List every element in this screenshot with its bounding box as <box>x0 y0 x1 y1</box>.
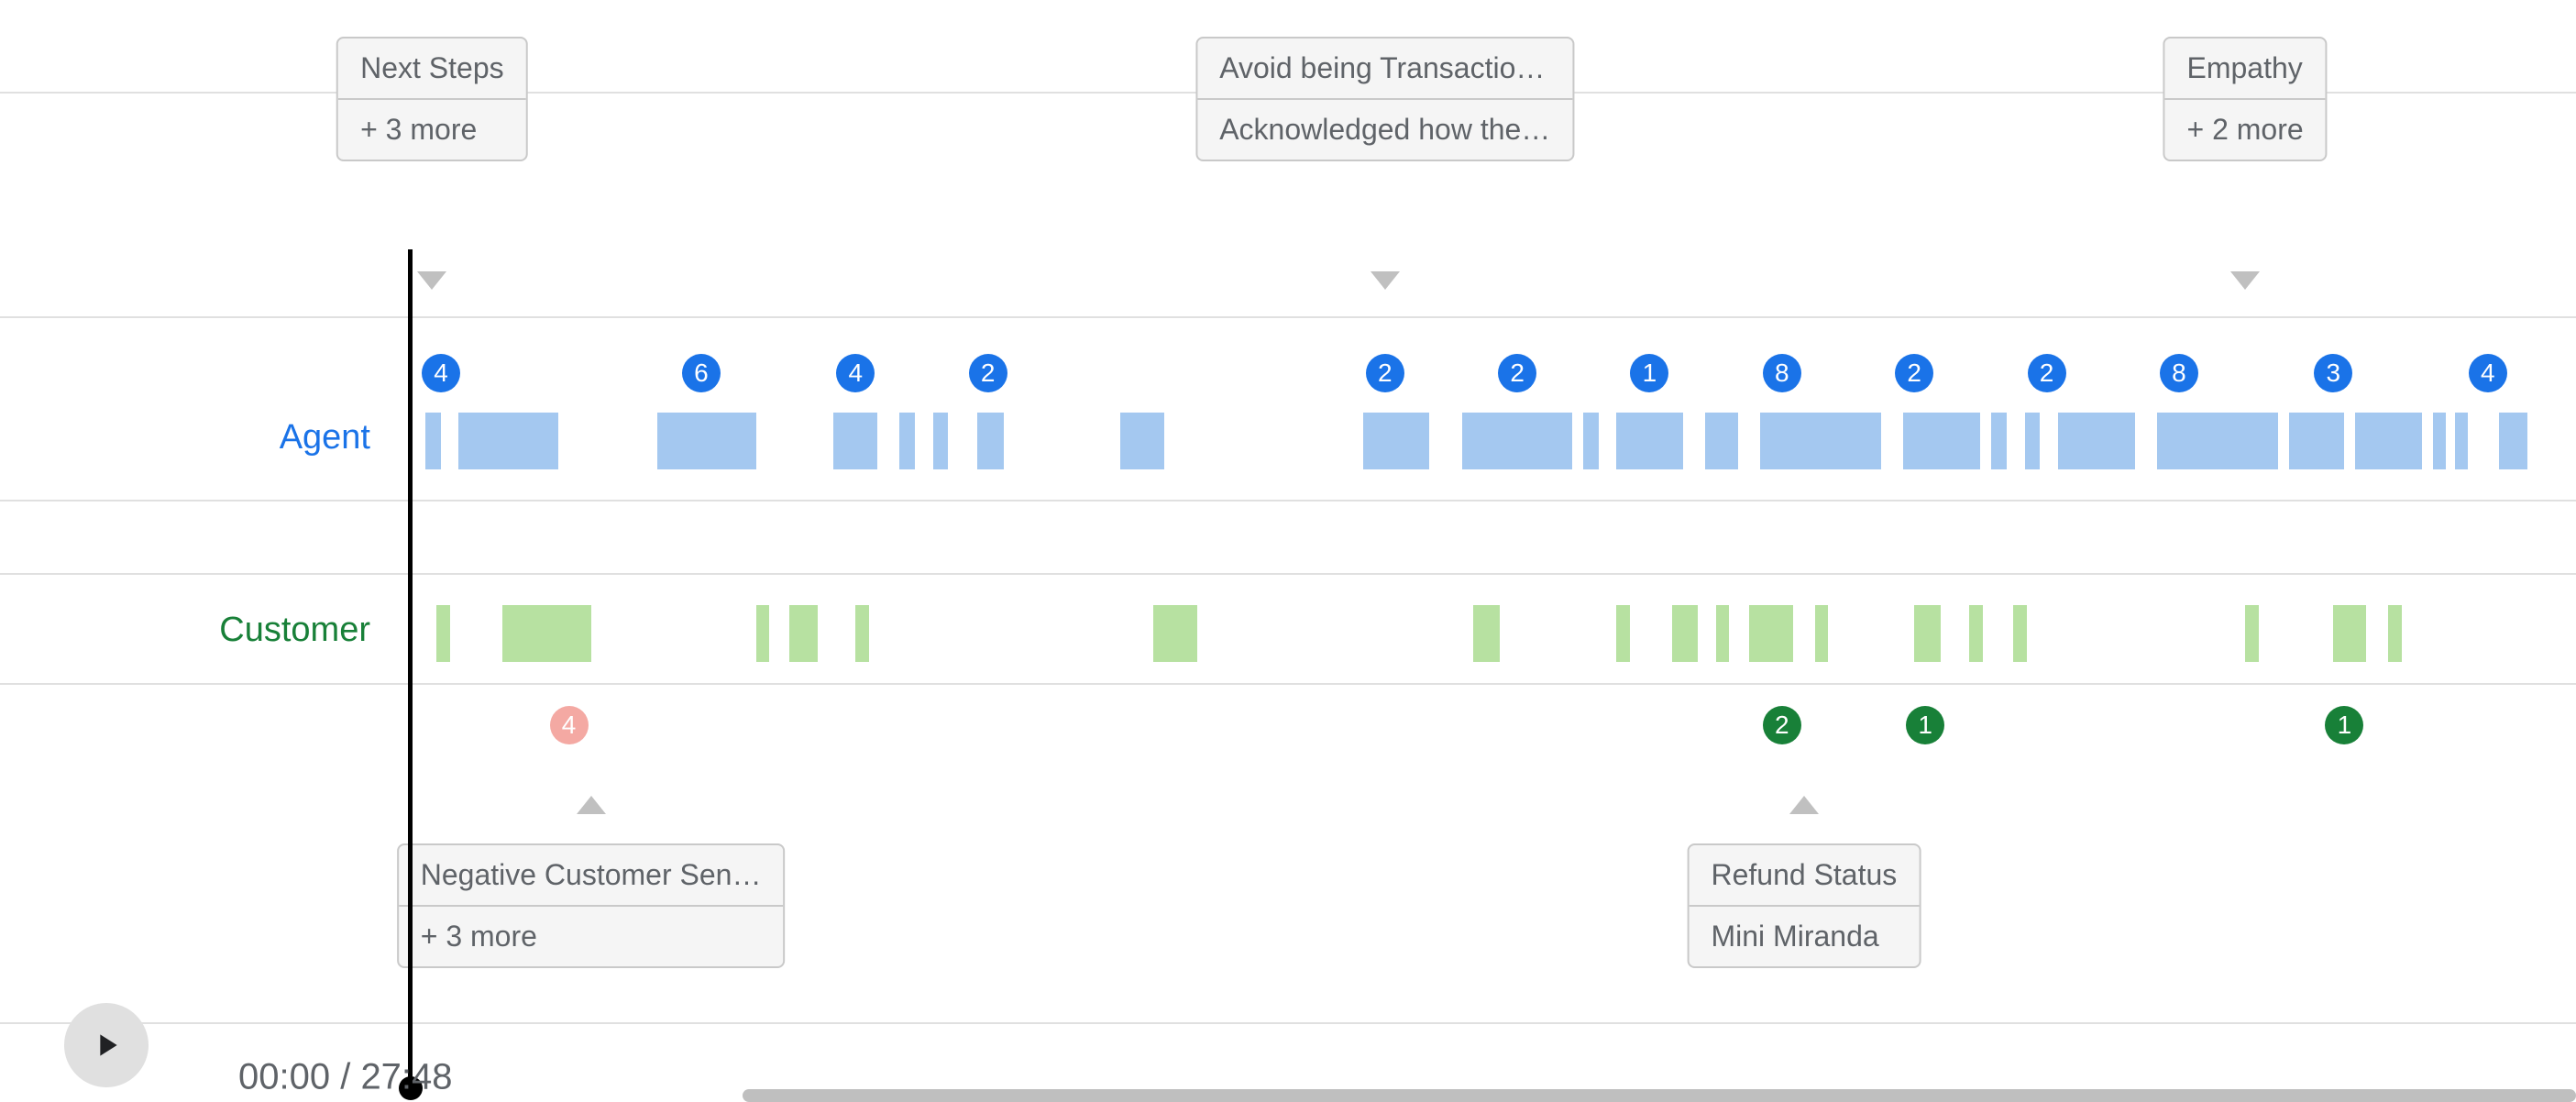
speech-segment[interactable] <box>1672 605 1699 662</box>
tooltip-arrow-icon <box>2230 271 2260 290</box>
agent-event-badge[interactable]: 2 <box>1366 354 1404 392</box>
speech-segment[interactable] <box>1991 413 2007 469</box>
speech-segment[interactable] <box>1616 413 1682 469</box>
divider <box>0 1022 2576 1024</box>
speech-segment[interactable] <box>1749 605 1793 662</box>
tooltip-row: Empathy <box>2165 39 2326 98</box>
playback-time: 00:00 / 27:48 <box>238 1057 453 1098</box>
speech-segment[interactable] <box>1616 605 1629 662</box>
speech-segment[interactable] <box>855 605 868 662</box>
speech-segment[interactable] <box>2245 605 2258 662</box>
speech-segment[interactable] <box>2025 413 2041 469</box>
divider <box>0 500 2576 501</box>
agent-event-badge[interactable]: 2 <box>1498 354 1536 392</box>
annotation-tooltip-top[interactable]: Next Steps+ 3 more <box>336 37 528 161</box>
speech-segment[interactable] <box>1760 413 1881 469</box>
annotation-tooltip-top[interactable]: Empathy+ 2 more <box>2163 37 2328 161</box>
speech-segment[interactable] <box>833 413 877 469</box>
tooltip-row: Avoid being Transactio… <box>1197 39 1572 98</box>
speech-segment[interactable] <box>2433 413 2446 469</box>
agent-event-badge[interactable]: 4 <box>836 354 875 392</box>
tooltip-arrow-icon <box>1789 796 1819 814</box>
annotation-tooltip-top[interactable]: Avoid being Transactio…Acknowledged how … <box>1195 37 1574 161</box>
tooltip-row: Negative Customer Sen… <box>399 845 784 905</box>
agent-event-badge[interactable]: 4 <box>422 354 460 392</box>
speech-segment[interactable] <box>1153 605 1197 662</box>
agent-event-badge[interactable]: 4 <box>2469 354 2507 392</box>
tooltip-arrow-icon <box>577 796 606 814</box>
playhead[interactable] <box>408 249 413 1089</box>
tooltip-row: + 2 more <box>2165 98 2326 160</box>
speech-segment[interactable] <box>977 413 1004 469</box>
speech-segment[interactable] <box>2013 605 2026 662</box>
speech-segment[interactable] <box>756 605 769 662</box>
speech-segment[interactable] <box>1705 413 1738 469</box>
tooltip-arrow-icon <box>1371 271 1400 290</box>
speech-segment[interactable] <box>458 413 557 469</box>
annotation-tooltip-bottom[interactable]: Refund StatusMini Miranda <box>1687 843 1921 968</box>
speech-segment[interactable] <box>2289 413 2344 469</box>
speech-segment[interactable] <box>1583 413 1599 469</box>
speech-segment[interactable] <box>1120 413 1164 469</box>
speech-segment[interactable] <box>2355 413 2421 469</box>
tooltip-row: + 3 more <box>338 98 526 160</box>
play-icon <box>88 1027 125 1063</box>
divider <box>0 683 2576 685</box>
agent-event-badge[interactable]: 1 <box>1630 354 1668 392</box>
tooltip-row: Acknowledged how the… <box>1197 98 1572 160</box>
agent-event-badge[interactable]: 2 <box>2028 354 2066 392</box>
speech-segment[interactable] <box>899 413 915 469</box>
speech-segment[interactable] <box>2388 605 2401 662</box>
speech-segment[interactable] <box>436 605 449 662</box>
customer-event-badge[interactable]: 1 <box>1906 706 1944 744</box>
speech-segment[interactable] <box>425 413 441 469</box>
speech-segment[interactable] <box>1363 413 1429 469</box>
customer-track-label: Customer <box>219 611 370 650</box>
agent-event-badge[interactable]: 3 <box>2314 354 2352 392</box>
agent-event-badge[interactable]: 8 <box>2160 354 2198 392</box>
speech-segment[interactable] <box>1462 413 1572 469</box>
speech-segment[interactable] <box>2058 413 2135 469</box>
speech-segment[interactable] <box>1903 413 1980 469</box>
divider <box>0 316 2576 318</box>
scrubber-track[interactable] <box>743 1089 2576 1102</box>
agent-event-badge[interactable]: 6 <box>682 354 721 392</box>
tooltip-row: Next Steps <box>338 39 526 98</box>
annotation-tooltip-bottom[interactable]: Negative Customer Sen…+ 3 more <box>397 843 786 968</box>
divider <box>0 573 2576 575</box>
play-button[interactable] <box>64 1003 149 1087</box>
tooltip-arrow-icon <box>417 271 446 290</box>
tooltip-row: Refund Status <box>1689 845 1919 905</box>
speech-segment[interactable] <box>1914 605 1941 662</box>
speech-segment[interactable] <box>657 413 756 469</box>
speech-segment[interactable] <box>1969 605 1982 662</box>
agent-track-label: Agent <box>280 418 370 457</box>
customer-event-badge[interactable]: 2 <box>1763 706 1801 744</box>
speech-segment[interactable] <box>2499 413 2527 469</box>
agent-track[interactable] <box>370 413 2576 469</box>
tooltip-row: + 3 more <box>399 905 784 966</box>
agent-event-badge[interactable]: 2 <box>969 354 1007 392</box>
speech-segment[interactable] <box>1815 605 1828 662</box>
customer-event-badge[interactable]: 4 <box>550 706 589 744</box>
speech-segment[interactable] <box>789 605 818 662</box>
customer-event-badge[interactable]: 1 <box>2325 706 2363 744</box>
tooltip-row: Mini Miranda <box>1689 905 1919 966</box>
agent-event-badge[interactable]: 8 <box>1763 354 1801 392</box>
speech-segment[interactable] <box>2157 413 2278 469</box>
speech-segment[interactable] <box>2333 605 2366 662</box>
agent-event-badge[interactable]: 2 <box>1895 354 1933 392</box>
speech-segment[interactable] <box>1716 605 1729 662</box>
speech-segment[interactable] <box>933 413 949 469</box>
customer-track[interactable] <box>370 605 2576 662</box>
speech-segment[interactable] <box>2455 413 2468 469</box>
speech-segment[interactable] <box>1473 605 1500 662</box>
speech-segment[interactable] <box>502 605 590 662</box>
